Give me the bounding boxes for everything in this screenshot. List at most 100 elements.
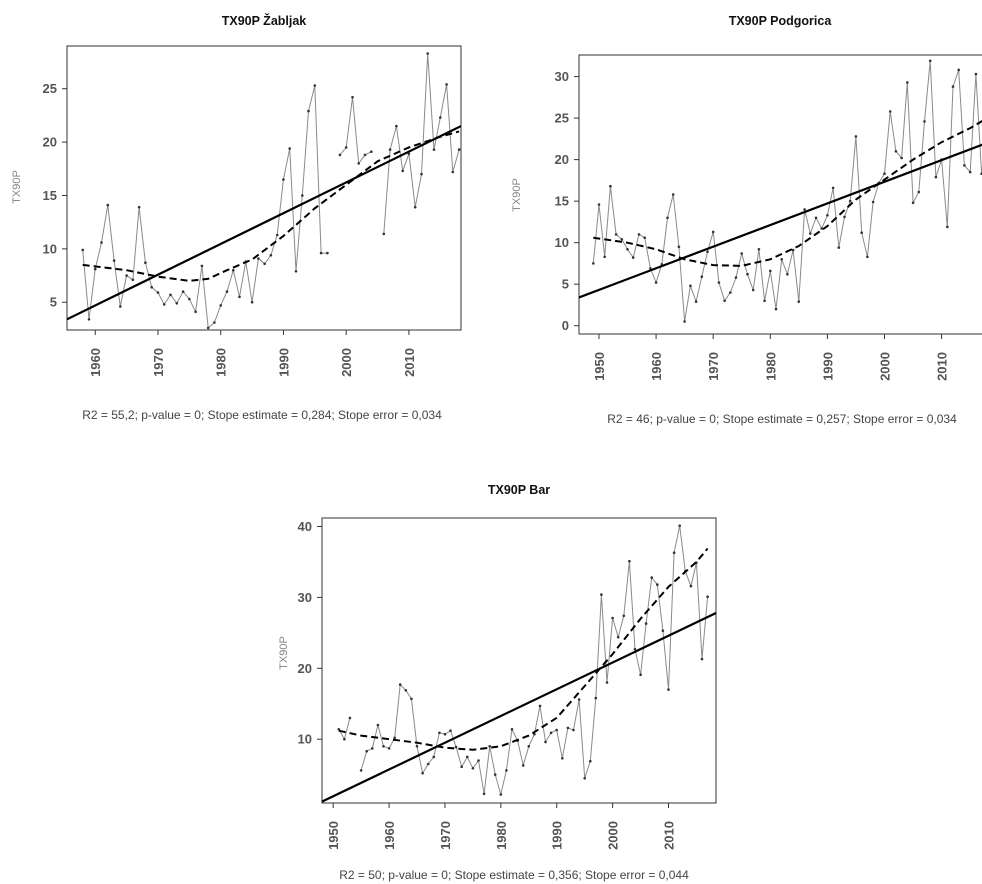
data-point: [637, 233, 641, 236]
data-point: [521, 764, 525, 767]
data-point: [620, 238, 624, 241]
data-point: [471, 767, 475, 770]
data-point: [544, 740, 547, 744]
data-point: [125, 274, 128, 277]
data-point: [432, 755, 436, 759]
data-point: [181, 290, 185, 293]
y-tick-label: 25: [43, 81, 57, 96]
data-point: [951, 85, 955, 88]
x-tick-label: 1950: [592, 352, 607, 381]
x-tick-label: 1970: [438, 821, 453, 850]
x-tick-label: 1980: [494, 821, 509, 850]
y-tick-label: 5: [562, 277, 569, 292]
data-point: [661, 629, 665, 632]
plot-frame: [321, 517, 717, 804]
data-point: [81, 248, 84, 252]
data-point: [398, 683, 402, 686]
data-point: [432, 148, 436, 151]
data-point: [449, 729, 452, 732]
smoothed-trend-line: [338, 547, 709, 751]
data-point: [689, 284, 692, 288]
data-point: [119, 305, 122, 308]
y-tick-label: 5: [50, 295, 57, 310]
data-point: [387, 747, 391, 750]
plot-frame: [578, 54, 982, 335]
data-point: [510, 728, 514, 731]
observed-series-line: [339, 97, 372, 165]
data-point: [968, 170, 972, 174]
data-point: [357, 162, 361, 165]
smoothed-trend-line: [82, 130, 460, 282]
data-point: [343, 737, 346, 741]
data-point: [401, 169, 405, 173]
x-tick-label: 1990: [550, 821, 565, 850]
data-point: [282, 178, 285, 181]
data-point: [527, 745, 531, 748]
data-point: [194, 310, 197, 314]
data-point: [974, 72, 978, 76]
y-tick-label: 25: [555, 111, 569, 126]
x-tick-label: 2000: [339, 348, 354, 377]
x-tick-label: 1980: [763, 352, 778, 381]
data-point: [493, 773, 497, 776]
x-tick-label: 1960: [649, 352, 664, 381]
data-point: [923, 120, 926, 123]
stats-caption: R2 = 50; p-value = 0; Stope estimate = 0…: [339, 868, 689, 882]
y-tick-label: 20: [555, 152, 569, 167]
data-point: [395, 124, 398, 128]
data-point: [633, 647, 637, 651]
data-point: [583, 776, 586, 780]
data-point: [614, 233, 618, 236]
x-tick-label: 1980: [214, 348, 229, 377]
data-point: [561, 757, 564, 760]
data-point: [454, 745, 458, 749]
data-point: [797, 300, 801, 303]
data-point: [717, 281, 721, 284]
data-point: [650, 576, 653, 579]
data-point: [671, 193, 675, 196]
data-point: [592, 262, 595, 265]
data-point: [843, 215, 846, 219]
y-tick-label: 20: [43, 135, 57, 150]
data-point: [421, 771, 424, 775]
data-point: [656, 583, 659, 586]
data-point: [597, 203, 601, 206]
x-tick-label: 1990: [276, 348, 291, 377]
data-point: [826, 214, 829, 217]
x-tick-label: 1970: [151, 348, 166, 377]
data-point: [200, 264, 204, 268]
data-point: [628, 559, 631, 563]
y-axis-label: TX90P: [511, 178, 523, 212]
y-tick-label: 10: [298, 732, 312, 747]
x-tick-label: 1960: [382, 821, 397, 850]
data-point: [791, 248, 795, 252]
data-point: [219, 304, 222, 307]
data-point: [106, 203, 110, 207]
data-point: [577, 698, 581, 701]
data-point: [672, 551, 676, 554]
x-tick-label: 2000: [878, 352, 893, 381]
data-point: [457, 148, 461, 151]
data-point: [351, 95, 354, 99]
data-point: [344, 146, 348, 149]
chart-title: TX90P Žabljak: [222, 13, 307, 28]
data-point: [963, 164, 966, 167]
y-tick-label: 40: [298, 519, 312, 534]
data-point: [382, 745, 385, 748]
data-point: [809, 232, 812, 235]
data-point: [275, 233, 279, 237]
data-point: [137, 205, 141, 209]
data-point: [626, 248, 629, 251]
observed-series-line: [82, 85, 328, 329]
data-point: [723, 299, 726, 303]
data-point: [820, 227, 823, 230]
data-point: [774, 307, 778, 311]
data-point: [269, 254, 273, 257]
data-point: [683, 320, 686, 323]
chart-podgorica: TX90P Podgorica TX90P 0 5 10 15 20 25 30 1950 1…: [511, 14, 982, 426]
y-tick-label: 10: [43, 241, 57, 256]
data-point: [700, 275, 704, 279]
data-point: [677, 245, 681, 249]
data-point: [100, 241, 103, 244]
data-point: [814, 216, 818, 220]
